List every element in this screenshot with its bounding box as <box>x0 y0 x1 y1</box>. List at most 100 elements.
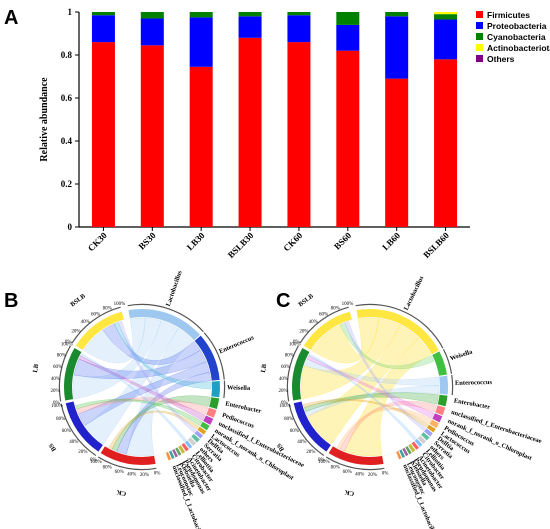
percent-tick-label: 40% <box>279 377 288 382</box>
genus-arc-others <box>417 435 427 445</box>
legend-swatch-actinobacteriota <box>476 44 483 51</box>
genus-label-weisella: Weisella <box>449 348 474 362</box>
bar-lb30-proteobacteria <box>189 17 213 67</box>
bar-ck30-cyanobacteria <box>91 12 115 16</box>
genus-arc-serratia <box>421 432 430 441</box>
chord-ribbon <box>339 400 437 452</box>
genus-arc-enterobacter <box>437 394 448 407</box>
genus-arc-acinetobacter <box>408 443 416 453</box>
percent-tick-label: 80% <box>103 306 112 311</box>
sample-arc-ck <box>328 446 384 466</box>
genus-arc-weisella <box>211 381 220 398</box>
percent-tick-label: 20% <box>50 389 59 394</box>
genus-label-weisella: Weisella <box>227 384 251 392</box>
chord-ribbon <box>306 355 435 419</box>
chord-ribbon <box>311 317 379 364</box>
percent-tick-label: 100% <box>61 343 73 348</box>
percent-tick-label: 80% <box>285 353 294 358</box>
genus-arc-klebsiella <box>172 449 179 458</box>
genus-arc-unclassified-f-lactobacillaceae <box>165 451 172 461</box>
bar-bs60-proteobacteria <box>336 24 360 51</box>
chord-ribbon <box>84 320 179 445</box>
genus-arc-acinetobacter <box>178 445 186 454</box>
chord-ribbon <box>126 328 194 457</box>
bar-ck60-proteobacteria <box>287 15 311 43</box>
chord-ribbon <box>336 407 432 450</box>
x-tick-label: CK60 <box>281 230 304 253</box>
chord-ribbon <box>307 324 419 445</box>
genus-label-enterobacter: Enterobacter <box>453 397 490 411</box>
panel-letter-a: A <box>4 7 18 29</box>
percent-tick-label: 100% <box>318 460 330 465</box>
sample-track <box>286 345 299 402</box>
percent-tick-label: 0% <box>65 340 72 345</box>
chord-diagram-c: 0%20%40%60%80%100%BSLB0%20%40%60%80%100%… <box>260 275 543 529</box>
bar-ck60-cyanobacteria <box>287 12 311 16</box>
bar-bs60-firmicutes <box>336 50 360 228</box>
chord-ribbon <box>73 349 207 380</box>
legend-swatch-proteobacteria <box>476 22 483 29</box>
genus-arc-pseudomonas <box>175 447 182 456</box>
genus-label-lactobacillus: Lactobacillus <box>165 269 184 307</box>
y-axis-title: Relative abundance <box>39 77 50 162</box>
genus-label-enterobacter: Enterobacter <box>225 400 262 415</box>
genus-arc-klebsiella <box>402 447 409 457</box>
percent-tick-label: 80% <box>103 466 112 471</box>
percent-tick-label: 20% <box>71 329 80 334</box>
genus-arc-pediococcus <box>429 419 439 429</box>
genus-arc-lactobacillus <box>128 309 200 341</box>
genus-arc-pediococcus <box>206 407 217 418</box>
chord-ribbon <box>76 397 209 415</box>
sample-track <box>97 456 157 471</box>
sample-label-ck: CK <box>344 488 355 497</box>
percent-tick-label: 40% <box>355 472 364 477</box>
bar-bslb60-cyanobacteria <box>434 14 458 20</box>
chord-ribbon <box>344 337 432 457</box>
genus-arc-weisella <box>432 351 447 376</box>
chord-ribbon <box>111 395 211 452</box>
chord-ribbon <box>80 353 187 442</box>
bar-bslb30-firmicutes <box>238 37 262 227</box>
genus-arc-norank-f-norank-o-chloroplast <box>432 413 443 423</box>
percent-tick-label: 0% <box>53 401 60 406</box>
percent-tick-label: 100% <box>51 404 63 409</box>
sample-label-bs: BS <box>276 442 286 453</box>
bar-bs30-firmicutes <box>140 45 164 228</box>
percent-tick-label: 80% <box>284 417 293 422</box>
bar-lb60-cyanobacteria <box>385 12 409 17</box>
percent-tick-label: 20% <box>368 473 377 478</box>
chord-ribbon <box>83 317 146 364</box>
genus-arc-pseudomonas <box>405 446 412 455</box>
bar-bs60-cyanobacteria <box>336 12 360 25</box>
genus-track <box>223 380 226 399</box>
genus-arc-delftia <box>424 428 433 437</box>
genus-arc-leuconostoc <box>169 450 175 459</box>
y-tick-label: 1 <box>68 7 73 17</box>
percent-tick-label: 100% <box>342 302 354 307</box>
genus-track <box>355 303 444 349</box>
x-tick-label: LB30 <box>185 230 207 252</box>
percent-tick-label: 40% <box>81 320 90 325</box>
percent-tick-label: 60% <box>53 365 62 370</box>
percent-tick-label: 40% <box>69 440 78 445</box>
genus-arc-unclassified-f-lactobacillaceae <box>396 450 402 460</box>
percent-tick-label: 40% <box>51 377 60 382</box>
x-tick-label: CK30 <box>86 230 109 253</box>
percent-tick-label: 60% <box>91 312 100 317</box>
chord-ribbon <box>344 321 426 432</box>
sample-arc-bs <box>65 401 103 452</box>
bar-bslb30-proteobacteria <box>238 16 262 38</box>
chord-ribbon <box>304 358 440 386</box>
percent-tick-label: 40% <box>309 320 318 325</box>
bar-bslb60-actinobacteriota <box>434 12 458 15</box>
genus-label-enterococcus: Enterococcus <box>218 334 255 355</box>
chord-ribbon <box>305 385 440 417</box>
percent-tick-label: 60% <box>281 365 290 370</box>
y-tick-label: 0.6 <box>61 93 73 103</box>
genus-arc-serratia <box>191 434 200 443</box>
sample-arc-bslb <box>303 311 352 350</box>
chord-ribbon <box>78 355 206 421</box>
bar-bs30-proteobacteria <box>140 18 164 46</box>
genus-arc-enterococcus <box>194 335 220 381</box>
percent-tick-label: 0% <box>154 472 161 477</box>
